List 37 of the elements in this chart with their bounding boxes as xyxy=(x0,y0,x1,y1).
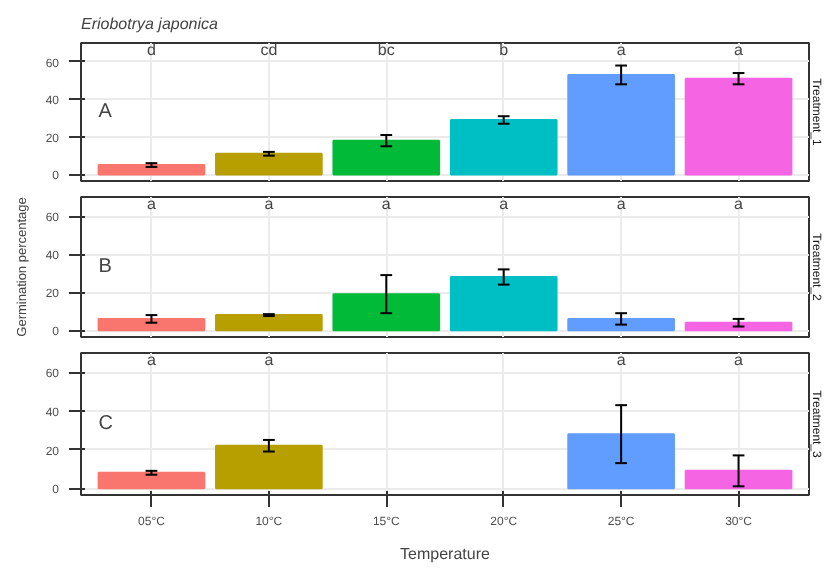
annotation: a xyxy=(616,351,627,370)
bar xyxy=(332,293,441,332)
bar xyxy=(215,444,323,490)
annotation: a xyxy=(147,195,157,213)
bar xyxy=(567,73,675,176)
bar xyxy=(332,139,441,176)
annotation: d xyxy=(147,40,156,59)
bar xyxy=(567,433,675,490)
bar xyxy=(97,471,206,490)
chart-title: Eriobotrya japonica xyxy=(81,15,220,33)
bar xyxy=(97,317,206,332)
annotation: bc xyxy=(377,40,395,59)
bar xyxy=(684,469,793,490)
x-axis-title: Temperature xyxy=(400,545,492,563)
bar xyxy=(449,118,558,176)
annotation: B xyxy=(98,256,113,278)
bar xyxy=(449,276,558,332)
annotation: C xyxy=(98,413,114,435)
annotation: a xyxy=(147,351,157,370)
annotation: a xyxy=(264,195,275,213)
bar xyxy=(684,77,793,176)
bar xyxy=(215,152,323,176)
bar xyxy=(684,321,793,332)
annotation: a xyxy=(616,40,627,59)
bar xyxy=(567,317,675,332)
annotation: a xyxy=(381,195,392,213)
annotation: a xyxy=(616,195,627,213)
annotation: b xyxy=(499,40,510,59)
annotation: a xyxy=(264,351,275,370)
annotation: a xyxy=(499,195,510,213)
annotation: a xyxy=(734,195,745,213)
annotation: a xyxy=(734,351,745,370)
annotation: cd xyxy=(260,40,278,59)
annotation: A xyxy=(98,101,113,123)
bar xyxy=(215,314,323,332)
annotation: a xyxy=(734,40,745,59)
bar xyxy=(97,164,206,176)
